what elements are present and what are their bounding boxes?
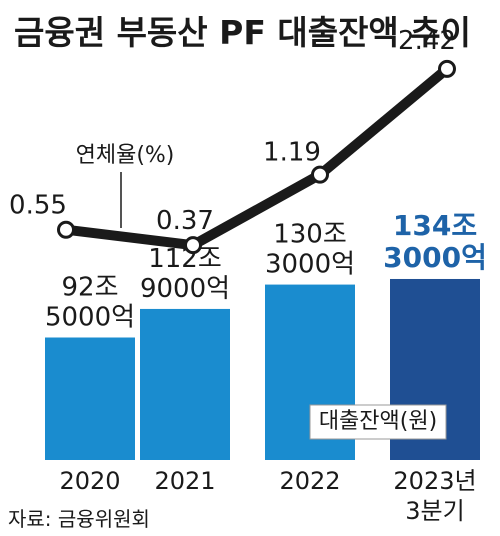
category-label: 2023년 3분기 [393, 467, 476, 525]
bar-value-label: 130조 3000억 [265, 220, 355, 280]
category-label: 2020 [59, 467, 120, 495]
category-label: 2022 [279, 467, 340, 495]
rate-label-group: 0.55 0.37 1.19 2.42 [9, 26, 456, 236]
rate-point [184, 236, 202, 255]
rate-value-label: 2.42 [398, 26, 456, 56]
line-layer [57, 59, 456, 255]
category-label: 2021 [154, 467, 215, 495]
bar-value-label: 92조 5000억 [45, 273, 135, 333]
rate-line [61, 63, 452, 251]
chart-title: 금융권 부동산 PF 대출잔액 추이 [14, 13, 471, 52]
bar-series-label: 대출잔액(원) [319, 409, 437, 434]
bar-series-label-box [309, 404, 447, 440]
series-label-group: 연체율(%) 대출잔액(원) [76, 143, 447, 440]
rate-series-label: 연체율(%) [76, 143, 175, 168]
rate-value-label: 0.55 [9, 191, 67, 221]
rate-value-label: 1.19 [263, 138, 321, 168]
bar-value-label: 112조 9000억 [140, 244, 230, 304]
rate-point [438, 59, 456, 78]
category-label-group: 2020 2021 2022 2023년 3분기 [59, 467, 476, 525]
rate-point [57, 220, 75, 239]
bar-value-label: 134조 3000억 [383, 209, 487, 274]
rate-value-label: 0.37 [156, 206, 214, 236]
bar-2021 [140, 308, 230, 460]
rate-point [311, 165, 329, 184]
source-note: 자료: 금융위원회 [8, 507, 150, 531]
bar-2020 [45, 337, 135, 460]
